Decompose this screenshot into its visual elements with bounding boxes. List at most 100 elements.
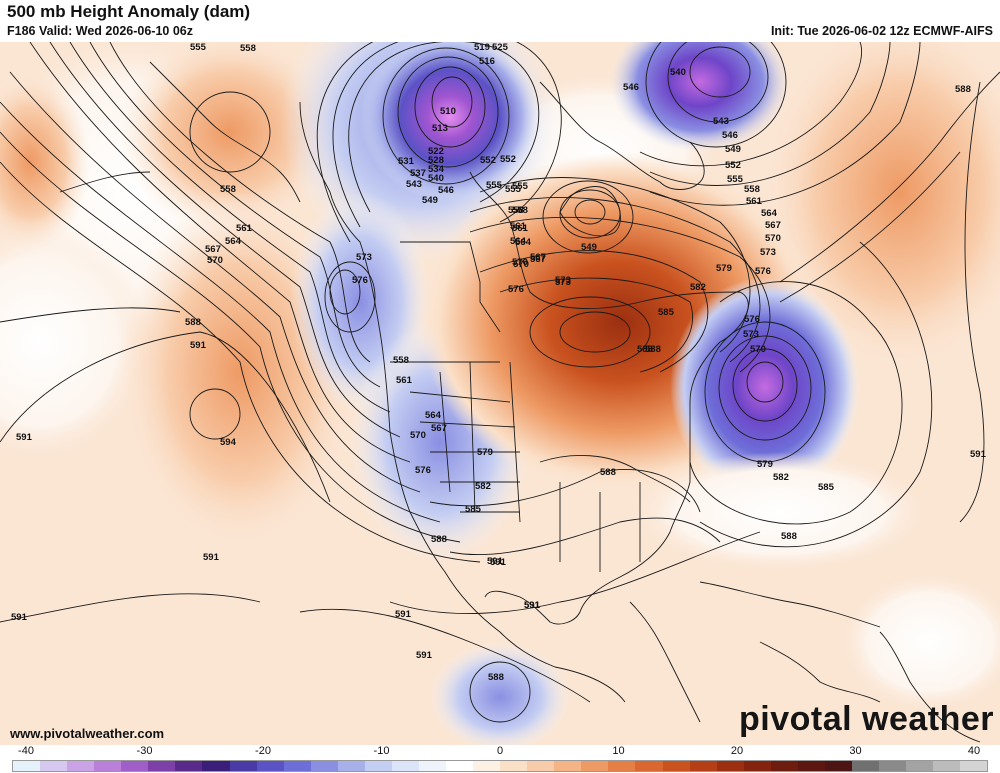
contour-label: 540 bbox=[428, 173, 444, 184]
contour-label: 591 bbox=[395, 609, 412, 620]
colorbar-cell bbox=[743, 761, 771, 771]
colorbar-tick: 0 bbox=[496, 745, 504, 757]
contour-label: 588 bbox=[431, 534, 447, 545]
contour-label: 591 bbox=[970, 449, 987, 460]
contour-label: 549 bbox=[422, 195, 438, 206]
contour-label: 591 bbox=[524, 600, 541, 611]
colorbar-cell bbox=[256, 761, 284, 771]
colorbar-cell bbox=[824, 761, 852, 771]
colorbar-cell bbox=[418, 761, 446, 771]
contour-label: 567 bbox=[431, 423, 447, 434]
contour-label: 549 bbox=[725, 144, 741, 155]
colorbar-cell bbox=[229, 761, 257, 771]
colorbar-cell bbox=[960, 761, 988, 771]
colorbar-tick: 10 bbox=[612, 745, 625, 757]
header: 500 mb Height Anomaly (dam) F186 Valid: … bbox=[0, 0, 1000, 42]
contour-label: 588 bbox=[488, 672, 504, 683]
colorbar-cell bbox=[473, 761, 501, 771]
contour-label: 558 bbox=[220, 184, 236, 195]
contour-label: 570 bbox=[750, 344, 766, 355]
contour-label: 558 bbox=[508, 205, 524, 216]
contour-label: 558 bbox=[512, 205, 528, 216]
colorbar-cell bbox=[662, 761, 690, 771]
contour-label: 579 bbox=[757, 459, 773, 470]
contour-label: 585 bbox=[465, 504, 482, 515]
contour-label: 594 bbox=[220, 437, 237, 448]
colorbar-cell bbox=[310, 761, 338, 771]
valid-time: F186 Valid: Wed 2026-06-10 06z bbox=[7, 24, 193, 38]
height-contours bbox=[0, 42, 1000, 723]
contour-label: 567 bbox=[765, 220, 781, 231]
colorbar-cell bbox=[554, 761, 582, 771]
contour-label: 591 bbox=[190, 340, 207, 351]
contour-label: 573 bbox=[760, 247, 776, 258]
contour-label: 555 bbox=[512, 181, 529, 192]
contour-label: 591 bbox=[490, 557, 507, 568]
colorbar-cell bbox=[933, 761, 961, 771]
contour-label: 564 bbox=[510, 236, 527, 247]
contour-label: 582 bbox=[690, 282, 706, 293]
website-credit: www.pivotalweather.com bbox=[10, 726, 165, 741]
colorbar-cell bbox=[500, 761, 528, 771]
contour-label: 564 bbox=[225, 236, 242, 247]
contour-label: 528 bbox=[428, 155, 444, 166]
contour-label: 534 bbox=[428, 164, 445, 175]
contour-label: 576 bbox=[352, 275, 368, 286]
contour-label: 564 bbox=[761, 208, 778, 219]
contour-label: 579 bbox=[716, 263, 732, 274]
contour-label: 546 bbox=[722, 130, 738, 141]
colorbar-cell bbox=[67, 761, 95, 771]
contour-label: 573 bbox=[356, 252, 372, 263]
contour-label: 516 bbox=[479, 56, 495, 67]
contour-label: 555 bbox=[505, 184, 522, 195]
contour-label: 546 bbox=[438, 185, 454, 196]
colorbar-tick: -10 bbox=[373, 745, 390, 757]
brand-logo: pivotal weather bbox=[738, 700, 994, 738]
contour-label: 513 bbox=[432, 123, 448, 134]
colorbar-cell bbox=[635, 761, 663, 771]
colorbar-cell bbox=[13, 761, 41, 771]
contour-label: 543 bbox=[406, 179, 422, 190]
contour-label: 591 bbox=[416, 650, 433, 661]
contour-label: 522 bbox=[428, 146, 444, 157]
contour-label: 576 bbox=[744, 314, 760, 325]
colorbar-tick-labels: -40 -30 -20 -10 0 10 20 30 40 bbox=[0, 745, 1000, 759]
colorbar-cell bbox=[879, 761, 907, 771]
contour-label: 552 bbox=[480, 155, 496, 166]
contour-label: 531 bbox=[398, 156, 415, 167]
contour-label: 588 bbox=[955, 84, 971, 95]
colorbar-cell bbox=[689, 761, 717, 771]
colorbar-cell bbox=[148, 761, 176, 771]
anomaly-map[interactable]: 555 558 519 525 516 510 513 522 528 531 … bbox=[0, 42, 1000, 745]
contour-label: 555 bbox=[486, 180, 503, 191]
colorbar-cell bbox=[446, 761, 474, 771]
colorbar-tick: -30 bbox=[136, 745, 153, 757]
colorbar-tick: -20 bbox=[255, 745, 271, 757]
contour-label: 591 bbox=[487, 556, 504, 567]
contour-label: 570 bbox=[512, 257, 528, 268]
coastlines bbox=[59, 61, 981, 743]
contour-label: 546 bbox=[623, 82, 639, 93]
contour-label: 564 bbox=[425, 410, 442, 421]
colorbar-tick: 20 bbox=[730, 745, 744, 757]
colorbar-cell bbox=[608, 761, 636, 771]
colorbar-cell bbox=[94, 761, 122, 771]
contour-label: 576 bbox=[755, 266, 771, 277]
colorbar-cell bbox=[797, 761, 825, 771]
contour-label: 552 bbox=[725, 160, 741, 171]
contour-label: 555 bbox=[727, 174, 744, 185]
contour-label: 582 bbox=[773, 472, 789, 483]
contour-label: 561 bbox=[510, 221, 527, 232]
contour-label: 555 bbox=[190, 42, 207, 53]
contour-label: 591 bbox=[203, 552, 220, 563]
map-svg: 555 558 519 525 516 510 513 522 528 531 … bbox=[0, 42, 1000, 745]
contour-label: 564 bbox=[515, 237, 532, 248]
contour-label: 558 bbox=[393, 355, 409, 366]
contour-label: 591 bbox=[524, 600, 541, 611]
colorbar-cell bbox=[391, 761, 419, 771]
contour-label: 549 bbox=[581, 242, 597, 253]
contour-label: 537 bbox=[410, 168, 426, 179]
colorbar-strip bbox=[12, 760, 988, 772]
contour-label: 561 bbox=[396, 375, 413, 386]
contour-label: 588 bbox=[645, 344, 661, 355]
